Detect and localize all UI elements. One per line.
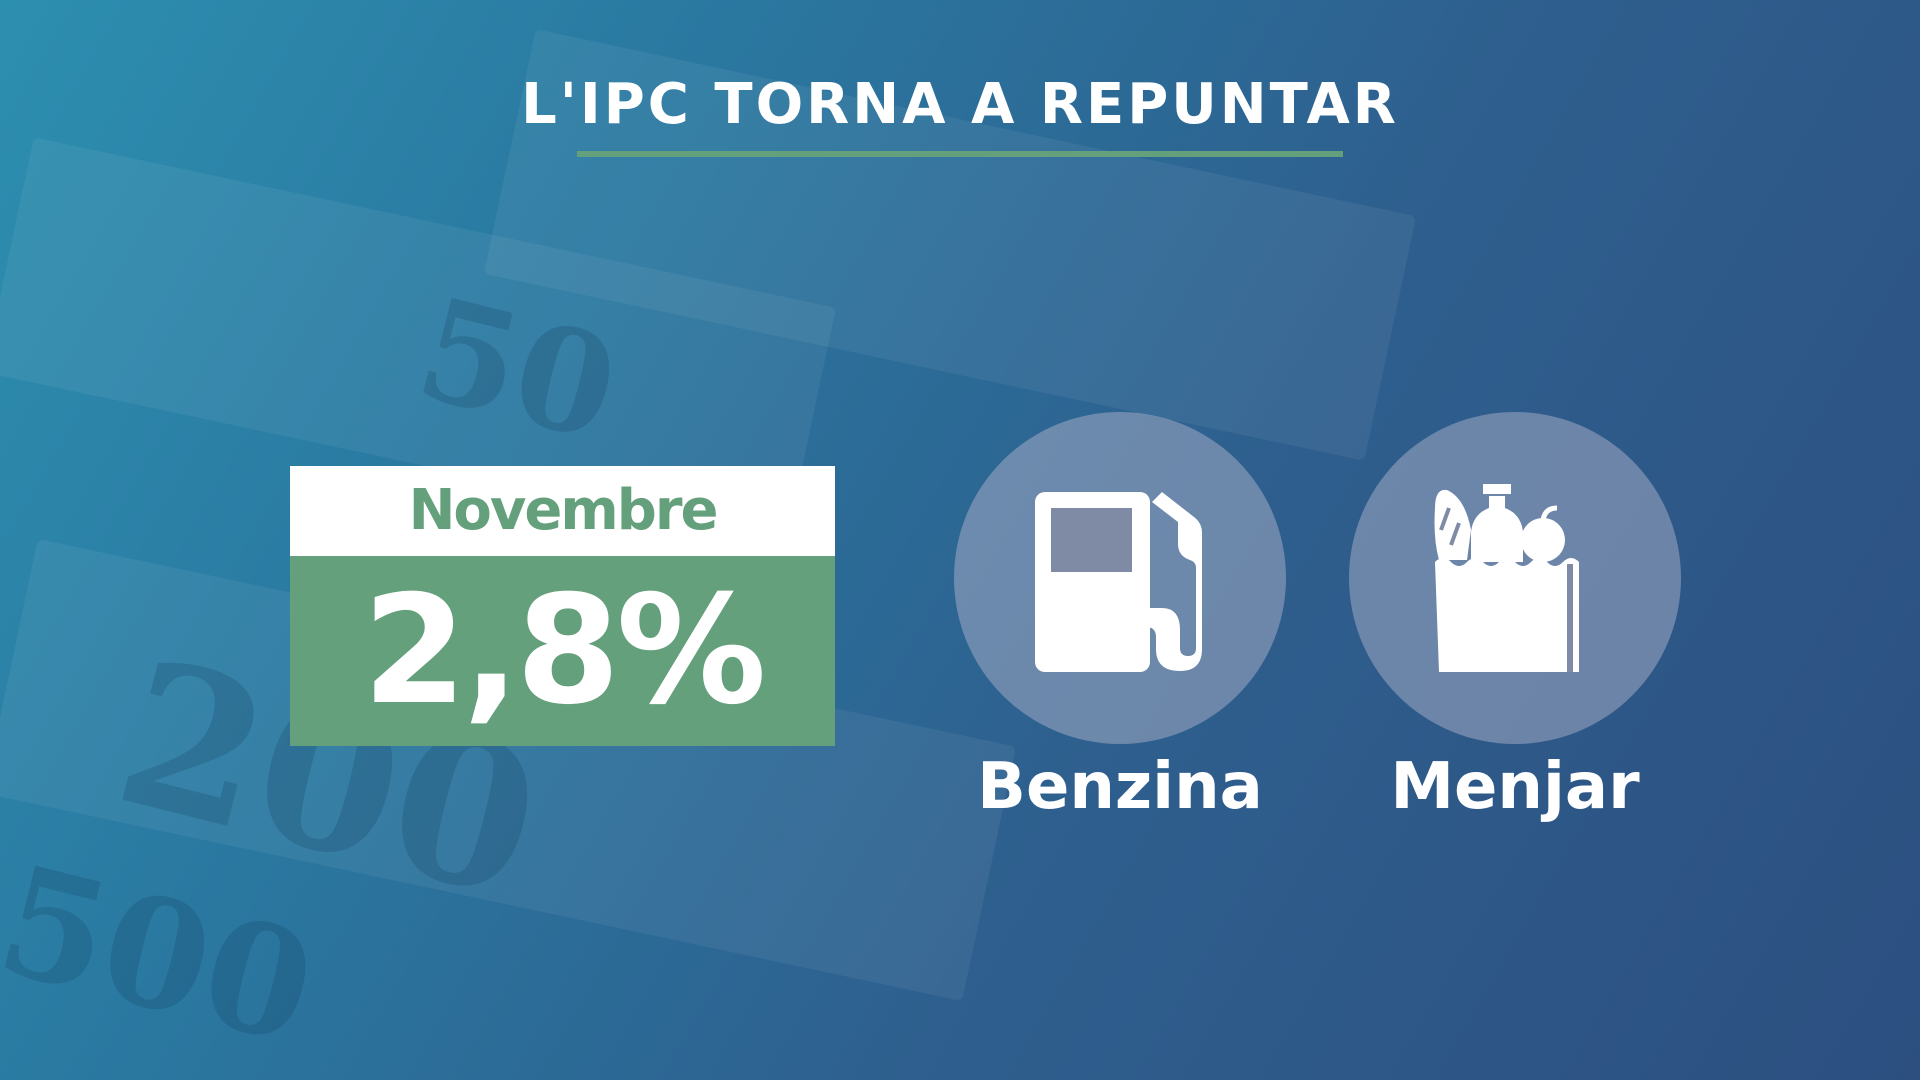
fuel-circle [954, 412, 1286, 744]
fuel-label: Benzina [977, 750, 1263, 824]
inflation-card: Novembre 2,8% [290, 466, 835, 746]
title-underline [577, 151, 1343, 157]
food-circle [1349, 412, 1681, 744]
fuel-pump-icon [1035, 492, 1202, 672]
grocery-bag-icon [1434, 484, 1579, 672]
inflation-value: 2,8% [290, 556, 835, 746]
food-label: Menjar [1390, 750, 1640, 824]
page-title: L'IPC TORNA A REPUNTAR [521, 72, 1399, 137]
month-label: Novembre [290, 466, 835, 556]
